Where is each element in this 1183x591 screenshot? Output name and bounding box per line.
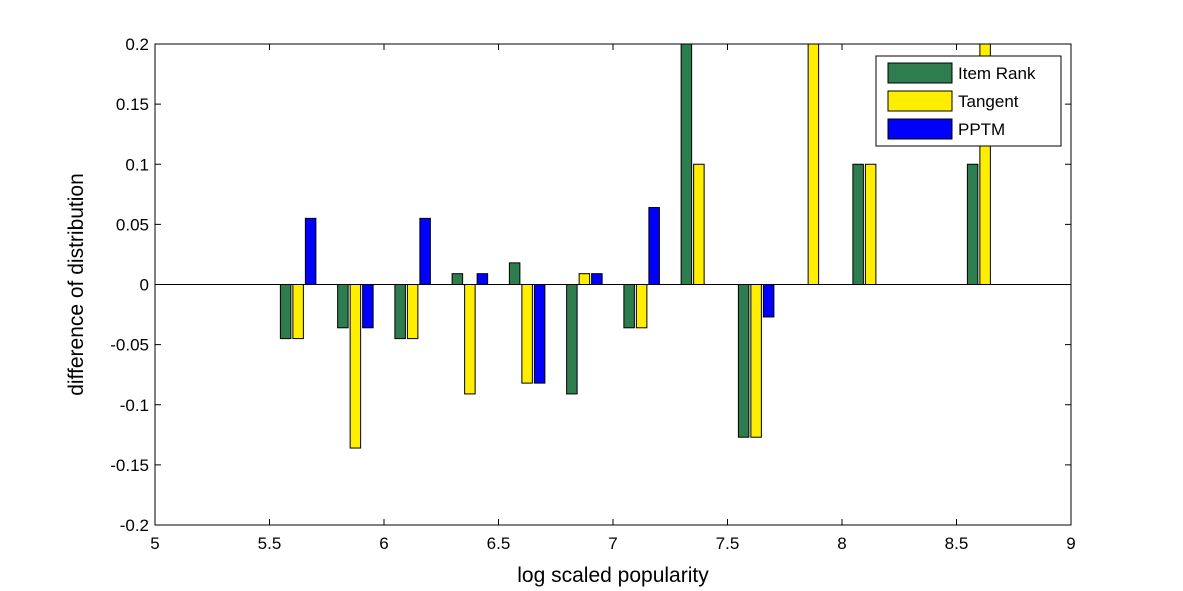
bar-tangent bbox=[693, 163, 705, 285]
y-tick-label: -0.1 bbox=[120, 396, 149, 415]
bar-pptm bbox=[762, 284, 775, 318]
bar-pptm bbox=[419, 217, 431, 285]
y-tick-label: 0.05 bbox=[116, 215, 149, 234]
bar-item-rank bbox=[737, 284, 750, 438]
bar-pptm bbox=[648, 207, 660, 285]
legend-label: PPTM bbox=[958, 120, 1005, 139]
y-tick-label: -0.2 bbox=[120, 516, 149, 535]
bar-tangent bbox=[464, 284, 476, 395]
bar-pptm bbox=[362, 284, 374, 329]
bar-item-rank bbox=[852, 163, 864, 285]
x-tick-label: 8 bbox=[837, 534, 846, 553]
bar-tangent bbox=[349, 284, 362, 449]
x-tick-label: 6.5 bbox=[487, 534, 511, 553]
bar-item-rank bbox=[966, 163, 979, 285]
bar-pptm bbox=[591, 273, 603, 285]
bar-item-rank bbox=[394, 284, 406, 340]
legend-swatch bbox=[887, 62, 953, 84]
x-axis: 5 5.5 6 6.5 7 7.5 8 8.5 9 bbox=[150, 44, 1076, 553]
bar-item-rank bbox=[680, 43, 693, 285]
x-tick-label: 7 bbox=[608, 534, 617, 553]
y-tick-label: 0.15 bbox=[116, 95, 149, 114]
bar-item-rank bbox=[566, 284, 578, 395]
bar-item-rank bbox=[451, 273, 464, 285]
x-tick-label: 5.5 bbox=[258, 534, 282, 553]
bar-pptm bbox=[533, 284, 546, 384]
legend-swatch bbox=[887, 90, 953, 112]
x-axis-label: log scaled popularity bbox=[517, 564, 709, 587]
y-axis-label: difference of distribution bbox=[65, 173, 88, 396]
legend-swatch bbox=[887, 118, 953, 140]
bar-tangent bbox=[521, 284, 533, 384]
bar-pptm bbox=[304, 217, 317, 285]
bar-item-rank bbox=[623, 284, 635, 329]
y-tick-label: 0 bbox=[140, 276, 149, 295]
x-tick-label: 7.5 bbox=[716, 534, 740, 553]
y-tick-label: 0.2 bbox=[125, 35, 149, 54]
y-axis: -0.2 -0.15 -0.1 -0.05 0 0.05 0.1 0.15 0.2 bbox=[110, 35, 1071, 535]
bar-tangent bbox=[292, 284, 304, 340]
legend-label: Tangent bbox=[958, 92, 1019, 111]
x-tick-label: 6 bbox=[379, 534, 388, 553]
y-tick-label: -0.05 bbox=[110, 336, 149, 355]
legend: Item Rank Tangent PPTM bbox=[875, 55, 1062, 147]
bar-tangent bbox=[750, 284, 762, 438]
bar-item-rank bbox=[279, 284, 292, 340]
bar-tangent bbox=[635, 284, 648, 329]
bar-item-rank bbox=[337, 284, 349, 329]
bar-tangent bbox=[807, 43, 820, 285]
bar-pptm bbox=[476, 273, 489, 285]
bar-tangent bbox=[864, 163, 877, 285]
bar-tangent bbox=[406, 284, 419, 340]
bar-tangent bbox=[578, 273, 591, 285]
legend-label: Item Rank bbox=[958, 64, 1036, 83]
bar-item-rank bbox=[508, 262, 521, 285]
x-tick-label: 9 bbox=[1066, 534, 1075, 553]
x-tick-label: 5 bbox=[150, 534, 159, 553]
y-tick-label: 0.1 bbox=[125, 155, 149, 174]
y-tick-label: -0.15 bbox=[110, 456, 149, 475]
x-tick-label: 8.5 bbox=[945, 534, 969, 553]
